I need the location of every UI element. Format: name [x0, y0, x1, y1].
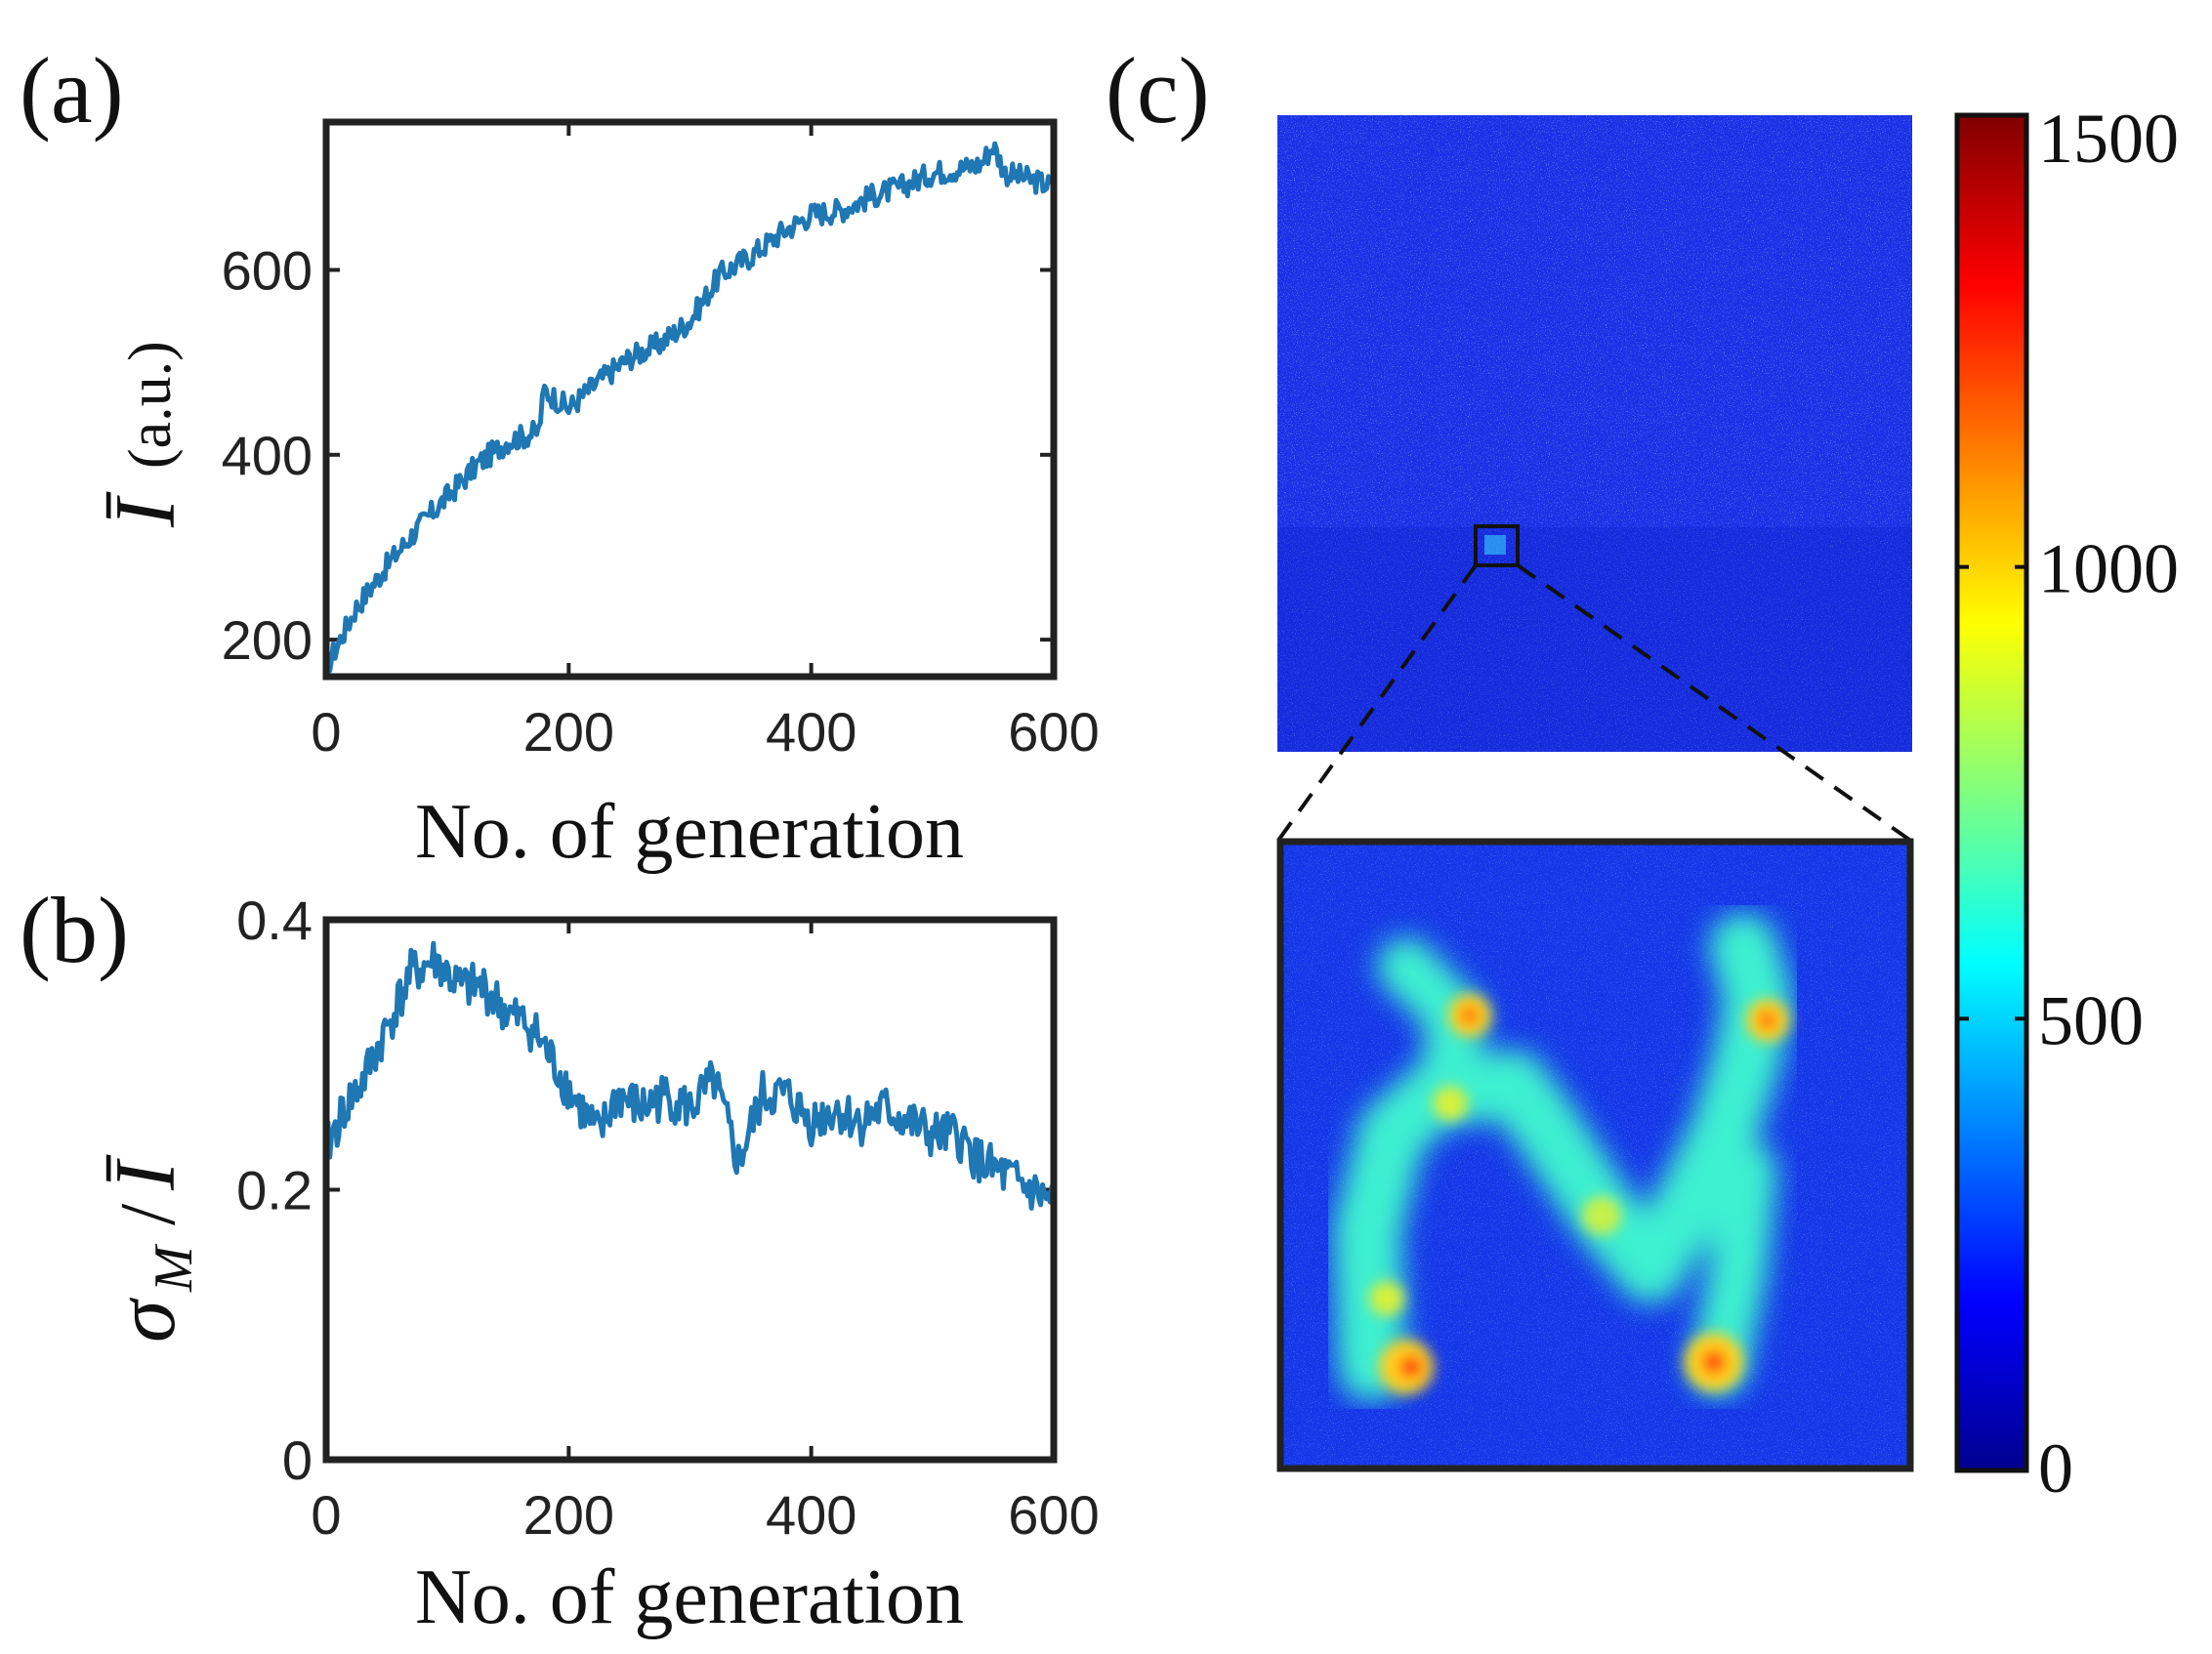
- speckle-image: [1277, 115, 1912, 752]
- colorbar-tick-label: 1000: [2038, 530, 2179, 608]
- chart-a-ylabel-text: (a.u.): [117, 341, 184, 469]
- chart-a-xtick-label: 0: [311, 701, 341, 763]
- chart-b-xtick-label: 600: [1008, 1484, 1099, 1546]
- zoom-line-right: [1516, 563, 1914, 844]
- chart-a-ylabel: Ī (a.u.): [99, 341, 193, 528]
- chart-b-frame: [322, 916, 1058, 1464]
- chart-b-ylabel-symbol: σ: [99, 1297, 193, 1343]
- chart-a-ylabel-symbol: Ī: [99, 491, 193, 528]
- colorbar-tick-label: 1500: [2038, 100, 2179, 178]
- chart-a-ytick-label: 200: [222, 609, 313, 671]
- chart-b-ylabel-denominator: Ī: [99, 1154, 193, 1191]
- chart-a-ytick-label: 400: [222, 425, 313, 486]
- zoom-line-left: [1275, 563, 1478, 844]
- chart-b-xtick-label: 200: [523, 1484, 614, 1546]
- chart-c: 0 500 1000 1500: [1275, 100, 2179, 1508]
- panel-label-a: (a): [20, 38, 124, 143]
- chart-b-ytick-label: 0.2: [236, 1160, 313, 1221]
- chart-a: 0 200 400 600 200 400 600 No. of generation Ī …: [99, 118, 1100, 875]
- colorbar-tick-label: 0: [2038, 1429, 2073, 1508]
- colorbar-tick-label: 500: [2038, 981, 2144, 1059]
- chart-b-xtick-label: 0: [311, 1484, 341, 1546]
- chart-b-ylabel-divider: /: [105, 1203, 191, 1225]
- chart-a-frame: [322, 118, 1058, 681]
- chart-a-xtick-label: 400: [766, 701, 856, 763]
- chart-b-ytick-label: 0: [282, 1429, 313, 1491]
- chart-b-xlabel: No. of generation: [415, 1554, 964, 1640]
- chart-b-xtick-label: 400: [766, 1484, 856, 1546]
- panel-label-c: (c): [1106, 38, 1210, 143]
- panel-label-b: (b): [20, 878, 129, 982]
- chart-b: 0 200 400 600 0 0.2 0.4 No. of generation σ M …: [99, 889, 1100, 1640]
- zoom-inset-frame: [1276, 838, 1914, 1472]
- colorbar: [1954, 112, 2029, 1473]
- chart-a-ytick-label: 600: [222, 239, 313, 301]
- letter-hotspots: [1369, 994, 1789, 1394]
- chart-b-ylabel-subscript: M: [144, 1243, 204, 1293]
- chart-a-xtick-label: 600: [1008, 701, 1099, 763]
- chart-a-series-line: [326, 141, 1054, 674]
- chart-b-ylabel: σ M / Ī: [99, 1154, 204, 1343]
- roi-box: [1474, 524, 1520, 567]
- chart-a-xtick-label: 200: [523, 701, 614, 763]
- chart-b-series-line: [326, 940, 1054, 1211]
- zoom-inset-image: [1280, 842, 1910, 1468]
- roi-spot: [1484, 535, 1506, 555]
- chart-a-xlabel: No. of generation: [415, 789, 964, 875]
- chart-b-ytick-label: 0.4: [236, 889, 313, 951]
